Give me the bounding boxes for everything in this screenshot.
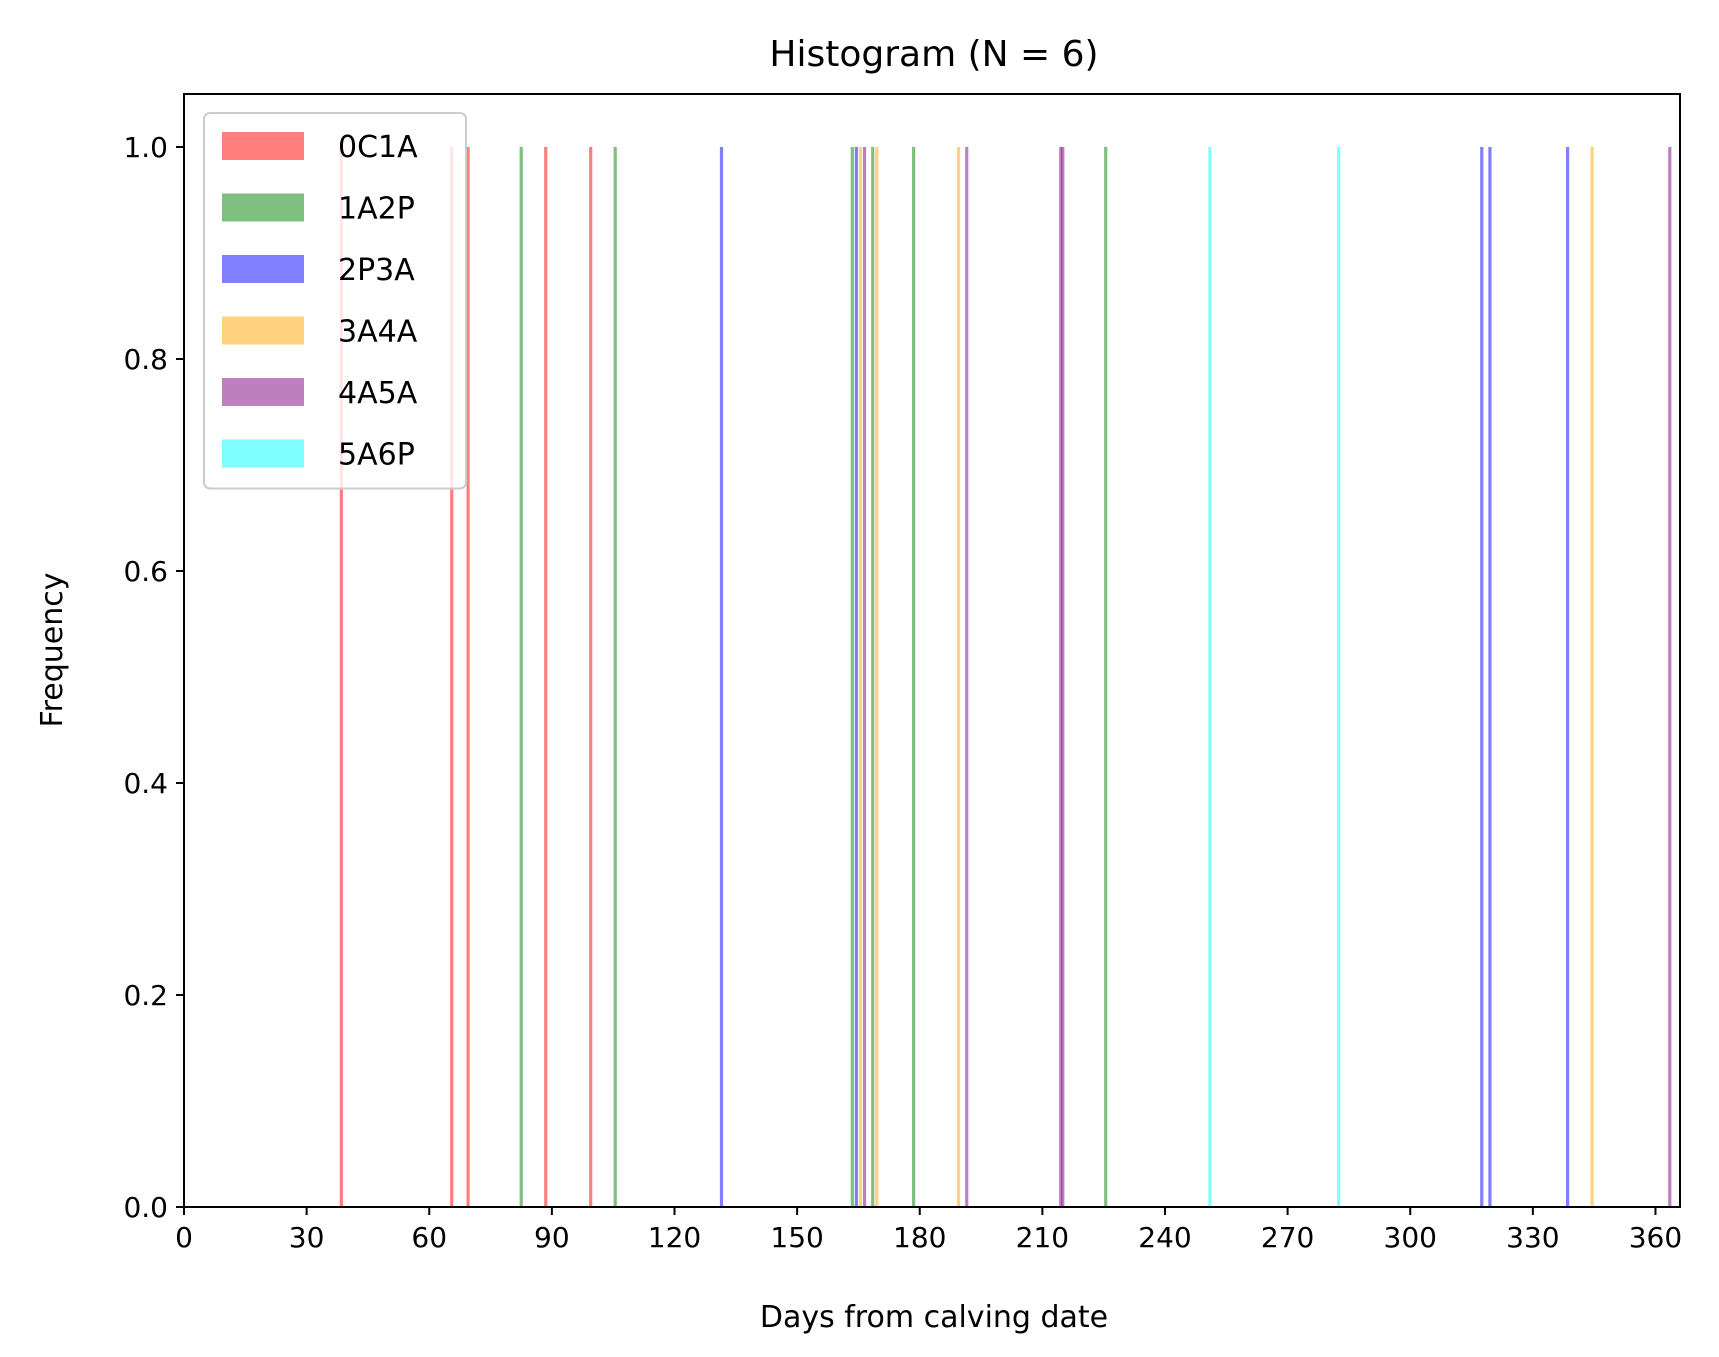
x-tick-label: 90: [534, 1221, 570, 1254]
x-tick-label: 180: [893, 1221, 946, 1254]
y-tick-label: 0.4: [123, 767, 168, 800]
x-tick-label: 150: [770, 1221, 823, 1254]
x-tick-label: 270: [1261, 1221, 1314, 1254]
x-tick-label: 360: [1629, 1221, 1682, 1254]
y-tick-label: 1.0: [123, 131, 168, 164]
x-tick-label: 240: [1138, 1221, 1191, 1254]
legend-swatch-4a5a: [222, 378, 304, 406]
legend-label-0c1a: 0C1A: [338, 130, 418, 165]
legend-swatch-3a4a: [222, 316, 304, 345]
legend: 0C1A 1A2P 2P3A 3A4A 4A5A 5A6P: [203, 112, 467, 490]
plot-frame: [183, 93, 1681, 1208]
legend-swatch-0c1a: [222, 132, 304, 160]
x-axis-ticks: 0 30 60 90 120 150 180 210 240 270 300 330 360: [175, 1207, 1682, 1254]
legend-label-2p3a: 2P3A: [338, 253, 415, 288]
x-tick-label: 30: [289, 1221, 325, 1254]
x-tick-label: 210: [1016, 1221, 1069, 1254]
y-axis-title: Frequency: [35, 573, 70, 728]
legend-swatch-1a2p: [222, 193, 304, 222]
legend-box: [203, 112, 467, 490]
bars-group: [339, 147, 1672, 1207]
x-axis-title: Days from calving date: [760, 1300, 1108, 1335]
legend-swatch-5a6p: [222, 439, 304, 468]
x-tick-label: 120: [648, 1221, 701, 1254]
legend-label-3a4a: 3A4A: [338, 315, 418, 350]
y-tick-label: 0.2: [123, 979, 168, 1012]
y-axis-ticks: 0.0 0.2 0.4 0.6 0.8 1.0: [123, 131, 184, 1224]
legend-label-1a2p: 1A2P: [338, 192, 415, 227]
legend-label-4a5a: 4A5A: [338, 376, 418, 411]
y-tick-label: 0.8: [123, 343, 168, 376]
x-tick-label: 60: [411, 1221, 447, 1254]
chart-title: Histogram (N = 6): [769, 34, 1098, 75]
y-tick-label: 0.6: [123, 555, 168, 588]
x-tick-label: 330: [1506, 1221, 1559, 1254]
legend-swatch-2p3a: [222, 255, 304, 283]
x-tick-label: 0: [175, 1221, 193, 1254]
y-tick-label: 0.0: [123, 1191, 168, 1224]
x-tick-label: 300: [1384, 1221, 1437, 1254]
legend-label-5a6p: 5A6P: [338, 438, 415, 473]
